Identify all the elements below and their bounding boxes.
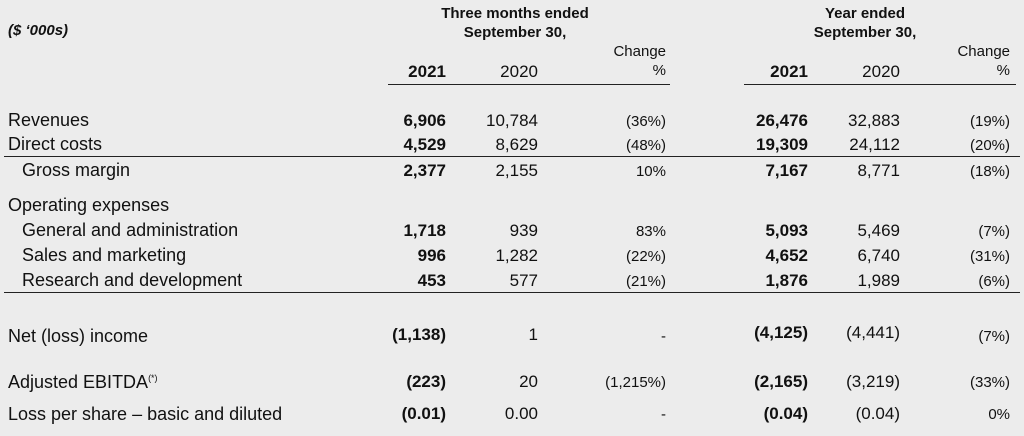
net-income-qchange: - (661, 328, 666, 345)
ga-q2021: 1,718 (403, 221, 446, 240)
net-income-q2020: 1 (528, 325, 538, 344)
row-label-revenues: Revenues (8, 110, 90, 130)
sm-qchange: (22%) (625, 248, 666, 265)
row-label-net-income: Net (loss) income (8, 326, 149, 346)
lps-q2021: (0.01) (401, 404, 446, 423)
unit-label: ($ ‘000s) (8, 22, 69, 39)
adjusted-ebitda-text: Adjusted EBITDA (8, 372, 149, 392)
ga-y2021: 5,093 (765, 221, 808, 240)
q-2020-header: 2020 (500, 62, 538, 81)
row-label-loss-per-share: Loss per share – basic and diluted (8, 404, 283, 424)
net-income-y2021: (4,125) (754, 323, 808, 342)
gross-margin-qchange: 10% (635, 163, 666, 180)
y-2020-header: 2020 (862, 62, 900, 81)
quarter-change-line1: Change (613, 43, 666, 60)
quarter-header: Three months ended September 30, (400, 4, 630, 42)
lps-ychange: 0% (988, 406, 1010, 423)
ebitda-q2021: (223) (406, 372, 446, 391)
lps-q2020: 0.00 (504, 404, 538, 423)
gross-margin-q2021: 2,377 (403, 161, 446, 180)
quarter-change-line2: % (652, 62, 666, 79)
rd-q2021: 453 (417, 271, 446, 290)
direct-costs-q2020: 8,629 (495, 135, 538, 154)
rd-qchange: (21%) (625, 273, 666, 290)
gross-margin-y2020: 8,771 (857, 161, 900, 180)
lps-qchange: - (661, 406, 666, 423)
ga-ychange: (7%) (978, 223, 1010, 240)
y-2021-header: 2021 (770, 62, 808, 81)
ebitda-qchange: (1,215%) (605, 374, 666, 391)
row-label-sales-marketing: Sales and marketing (22, 245, 187, 265)
year-header-line1: Year ended (824, 5, 906, 22)
ga-qchange: 83% (635, 223, 666, 240)
revenues-y2021: 26,476 (756, 111, 808, 130)
rd-ychange: (6%) (978, 273, 1010, 290)
row-label-adjusted-ebitda: Adjusted EBITDA(*) (8, 372, 158, 393)
sm-y2021: 4,652 (765, 246, 808, 265)
revenues-q2020: 10,784 (486, 111, 538, 130)
lps-y2020: (0.04) (855, 404, 900, 423)
rd-q2020: 577 (509, 271, 538, 290)
year-header-line2: September 30, (813, 24, 917, 41)
lps-y2021: (0.04) (763, 404, 808, 423)
row-label-operating-expenses: Operating expenses (8, 195, 170, 215)
q-2021-header: 2021 (408, 62, 446, 81)
quarter-header-line1: Three months ended (441, 5, 589, 22)
ga-y2020: 5,469 (857, 221, 900, 240)
ebitda-y2021: (2,165) (754, 372, 808, 391)
ga-q2020: 939 (509, 221, 538, 240)
revenues-qchange: (36%) (625, 113, 666, 130)
quarter-header-line2: September 30, (463, 24, 567, 41)
sm-q2021: 996 (417, 246, 446, 265)
revenues-y2020: 32,883 (848, 111, 900, 130)
revenues-q2021: 6,906 (403, 111, 446, 130)
year-change-line2: % (996, 62, 1010, 79)
direct-costs-ychange: (20%) (969, 137, 1010, 154)
direct-costs-q2021: 4,529 (403, 135, 446, 154)
sm-ychange: (31%) (969, 248, 1010, 265)
direct-costs-y2021: 19,309 (756, 135, 808, 154)
sm-y2020: 6,740 (857, 246, 900, 265)
row-label-general-administration: General and administration (22, 220, 239, 240)
rd-y2020: 1,989 (857, 271, 900, 290)
ebitda-ychange: (33%) (969, 374, 1010, 391)
ebitda-q2020: 20 (519, 372, 538, 391)
revenues-ychange: (19%) (969, 113, 1010, 130)
ebitda-y2020: (3,219) (846, 372, 900, 391)
gross-margin-y2021: 7,167 (765, 161, 808, 180)
year-change-line1: Change (957, 43, 1010, 60)
rd-y2021: 1,876 (765, 271, 808, 290)
gross-margin-ychange: (18%) (969, 163, 1010, 180)
row-label-research-development: Research and development (22, 270, 243, 290)
adjusted-ebitda-footnote-mark: (*) (148, 373, 158, 383)
year-header: Year ended September 30, (770, 4, 960, 42)
net-income-y2020: (4,441) (846, 323, 900, 342)
sm-q2020: 1,282 (495, 246, 538, 265)
quarter-header-rule (388, 84, 670, 85)
opex-rule (4, 292, 1020, 293)
year-header-rule (744, 84, 1016, 85)
direct-costs-qchange: (48%) (625, 137, 666, 154)
row-label-direct-costs: Direct costs (8, 134, 103, 154)
net-income-ychange: (7%) (978, 328, 1010, 345)
direct-costs-y2020: 24,112 (849, 135, 900, 154)
row-label-gross-margin: Gross margin (22, 160, 131, 180)
gross-margin-q2020: 2,155 (495, 161, 538, 180)
gross-margin-rule (4, 156, 1020, 157)
net-income-q2021: (1,138) (392, 325, 446, 344)
year-change-header: Change % (957, 42, 1010, 80)
quarter-change-header: Change % (613, 42, 666, 80)
